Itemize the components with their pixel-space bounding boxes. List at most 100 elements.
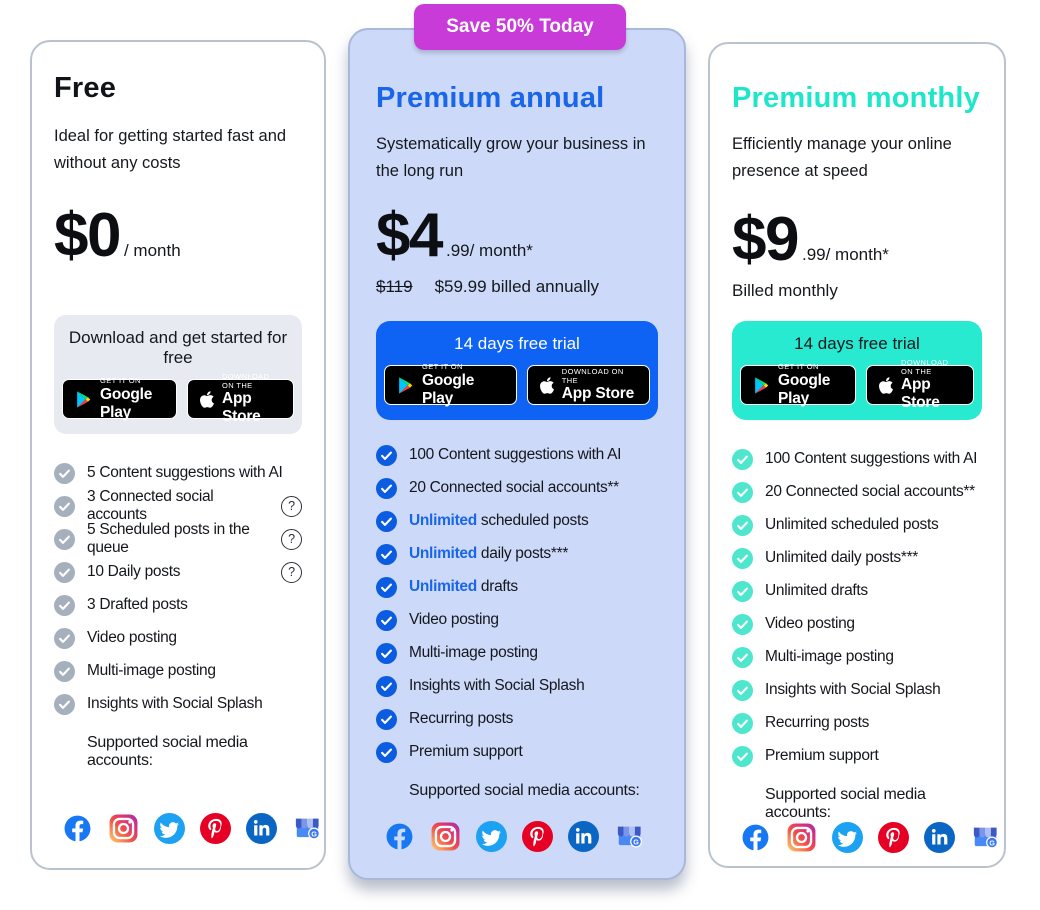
check-icon	[54, 693, 75, 715]
feature-label: Video posting	[87, 629, 177, 647]
feature-row: Unlimited daily posts***	[732, 547, 982, 569]
check-icon	[732, 514, 753, 536]
feature-label: Video posting	[409, 611, 499, 629]
feature-row: Video posting	[732, 613, 982, 635]
google-play-badge[interactable]: GET IT ON Google Play	[740, 363, 857, 407]
download-box: Download and get started for free GET IT…	[54, 315, 302, 435]
feature-label: 3 Drafted posts	[87, 596, 188, 614]
feature-label: 100 Content suggestions with AI	[765, 450, 978, 468]
google-business-icon: G	[970, 822, 1001, 853]
feature-label: Unlimited daily posts***	[409, 545, 569, 563]
feature-label: Recurring posts	[765, 714, 870, 732]
feature-row: Unlimited drafts	[376, 576, 658, 598]
badge-tagline: Download on the	[221, 372, 270, 390]
feature-label: Multi-image posting	[765, 648, 894, 666]
badge-name: App Store	[561, 385, 635, 403]
feature-row: Multi-image posting	[54, 660, 302, 682]
check-icon	[732, 481, 753, 503]
check-icon	[732, 679, 753, 701]
help-icon[interactable]: ?	[281, 495, 302, 517]
check-icon	[732, 646, 753, 668]
google-play-badge[interactable]: GET IT ON Google Play	[384, 363, 517, 407]
help-icon[interactable]: ?	[281, 528, 302, 550]
check-icon	[732, 448, 753, 470]
check-icon	[376, 741, 397, 763]
check-icon	[54, 594, 75, 616]
pinterest-icon	[200, 813, 231, 844]
feature-label: 20 Connected social accounts**	[765, 483, 975, 501]
badge-name: Google Play	[422, 371, 475, 407]
social-icons-row: G	[376, 821, 658, 852]
feature-row: 100 Content suggestions with AI	[732, 448, 982, 470]
instagram-icon	[786, 822, 817, 853]
google-play-badge[interactable]: GET IT ON Google Play	[62, 377, 177, 421]
feature-row: Unlimited drafts	[732, 580, 982, 602]
check-icon	[54, 660, 75, 682]
feature-row: Premium support	[376, 741, 658, 763]
badge-name: Google Play	[100, 385, 153, 421]
price-amount: $9	[732, 205, 799, 275]
feature-row: Recurring posts	[732, 712, 982, 734]
svg-text:G: G	[633, 837, 639, 846]
feature-row: 20 Connected social accounts**	[376, 477, 658, 499]
feature-row: Insights with Social Splash	[376, 675, 658, 697]
feature-row: 5 Scheduled posts in the queue ?	[54, 521, 302, 556]
feature-row: Multi-image posting	[376, 642, 658, 664]
google-business-icon: G	[614, 821, 645, 852]
feature-label: Premium support	[765, 747, 879, 765]
billing-note: $119 $59.99 billed annually	[376, 277, 658, 297]
check-icon	[732, 580, 753, 602]
trial-box: 14 days free trial GET IT ON Google Play …	[376, 321, 658, 421]
plan-title: Free	[54, 72, 117, 104]
supported-label: Supported social media accounts:	[87, 734, 248, 770]
badge-tagline: Download on the	[561, 366, 624, 385]
plan-card-premium-monthly: Premium monthly Efficiently manage your …	[708, 42, 1006, 868]
feature-label: Unlimited daily posts***	[765, 549, 919, 567]
badge-name: App Store	[901, 376, 940, 412]
svg-text:G: G	[311, 829, 317, 838]
google-play-icon	[396, 376, 415, 395]
badge-tagline: Download on the	[901, 358, 949, 376]
feature-row: Insights with Social Splash	[54, 693, 302, 715]
app-store-badge[interactable]: Download on the App Store	[186, 372, 294, 425]
check-icon	[732, 712, 753, 734]
pinterest-icon	[878, 822, 909, 854]
check-icon	[732, 547, 753, 569]
app-store-badge[interactable]: Download on the App Store	[866, 358, 974, 411]
feature-label: Unlimited drafts	[765, 582, 868, 600]
check-icon	[376, 675, 397, 697]
store-badges: GET IT ON Google Play Download on the App …	[740, 358, 974, 411]
feature-label: Video posting	[765, 615, 855, 633]
billing-note-text: Billed monthly	[732, 281, 838, 301]
price-amount: $0	[54, 201, 121, 271]
pinterest-icon	[522, 821, 553, 852]
feature-row: Unlimited daily posts***	[376, 543, 658, 565]
feature-row: 10 Daily posts ?	[54, 561, 302, 583]
store-badges: GET IT ON Google Play Download on the App …	[384, 363, 650, 407]
supported-label: Supported social media accounts:	[409, 782, 640, 800]
linkedin-icon	[924, 822, 955, 854]
feature-label: 5 Content suggestions with AI	[87, 464, 283, 482]
cta-label: 14 days free trial	[454, 334, 580, 354]
check-icon	[54, 561, 75, 583]
plan-title: Premium monthly	[732, 82, 980, 114]
feature-row: Video posting	[54, 627, 302, 649]
feature-list: 5 Content suggestions with AI 3 Connecte…	[54, 462, 302, 726]
feature-label: Premium support	[409, 743, 523, 761]
check-icon	[376, 642, 397, 664]
store-badges: GET IT ON Google Play Download on the App …	[62, 372, 294, 425]
badge-name: App Store	[221, 390, 261, 426]
check-icon	[54, 462, 75, 484]
apple-icon	[539, 376, 555, 395]
help-icon[interactable]: ?	[281, 561, 302, 583]
feature-row: Unlimited scheduled posts	[376, 510, 658, 532]
billing-note: Billed monthly	[732, 281, 982, 301]
check-icon	[54, 528, 75, 550]
check-icon	[732, 613, 753, 635]
twitter-icon	[154, 813, 185, 844]
promo-badge: Save 50% Today	[414, 4, 626, 50]
instagram-icon	[430, 821, 461, 852]
instagram-icon	[108, 813, 139, 844]
price: $4 .99/ month*	[376, 205, 658, 267]
app-store-badge[interactable]: Download on the App Store	[526, 365, 650, 406]
